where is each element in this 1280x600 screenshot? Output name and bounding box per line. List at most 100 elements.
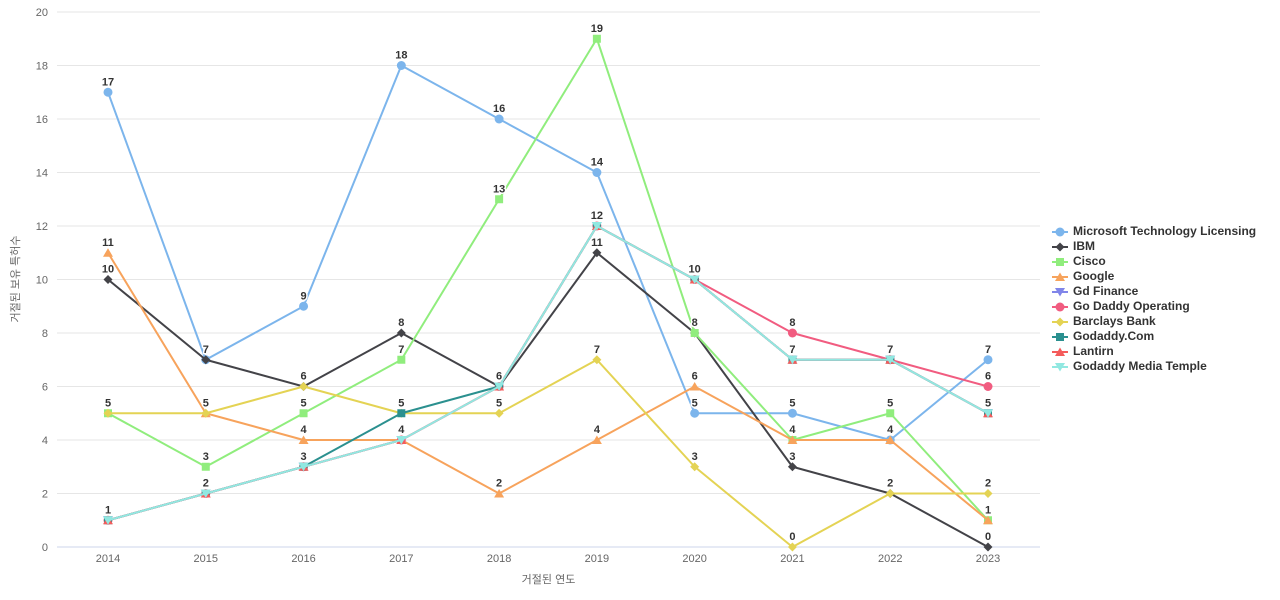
- legend-item-microsoft-technology-licensing[interactable]: Microsoft Technology Licensing: [1052, 224, 1256, 239]
- data-point-marker[interactable]: [689, 382, 700, 391]
- circle-legend-marker-icon: [1052, 227, 1068, 236]
- legend-item-label: Lantirn: [1073, 344, 1114, 358]
- legend-item-barclays-bank[interactable]: Barclays Bank: [1052, 314, 1256, 329]
- triangle-down-legend-marker-icon: [1052, 287, 1068, 296]
- data-label: 5: [398, 397, 404, 409]
- data-point-marker[interactable]: [103, 408, 113, 418]
- data-point-marker[interactable]: [787, 328, 797, 338]
- data-point-marker[interactable]: [494, 114, 504, 124]
- data-point-marker[interactable]: [201, 408, 211, 418]
- data-point-marker[interactable]: [983, 355, 993, 365]
- data-label: 16: [493, 103, 505, 115]
- triangle-down-legend-marker-icon: [1052, 362, 1068, 371]
- data-point-marker[interactable]: [592, 168, 602, 177]
- data-point-marker[interactable]: [689, 275, 700, 285]
- data-point-marker[interactable]: [396, 436, 407, 445]
- legend-item-godaddy-com[interactable]: Godaddy.Com: [1052, 329, 1256, 344]
- data-point-marker[interactable]: [983, 542, 993, 552]
- series-line-google: [107, 251, 989, 522]
- data-point-marker[interactable]: [396, 61, 406, 70]
- data-point-marker[interactable]: [494, 489, 505, 498]
- x-tick-label: 2014: [96, 553, 120, 565]
- data-point-marker[interactable]: [494, 382, 505, 392]
- data-point-marker[interactable]: [885, 489, 895, 498]
- legend-item-label: Barclays Bank: [1073, 314, 1156, 328]
- legend-item-go-daddy-operating[interactable]: Go Daddy Operating: [1052, 299, 1256, 314]
- data-label: 7: [594, 344, 600, 356]
- data-point-marker[interactable]: [983, 382, 993, 391]
- data-point-marker[interactable]: [397, 409, 406, 418]
- data-point-marker[interactable]: [787, 408, 797, 418]
- data-point-marker[interactable]: [885, 355, 896, 365]
- data-point-marker[interactable]: [690, 462, 700, 472]
- circle-legend-marker-icon: [1052, 302, 1068, 311]
- y-tick-label: 16: [36, 114, 48, 126]
- legend-item-ibm[interactable]: IBM: [1052, 239, 1256, 254]
- data-point-marker[interactable]: [983, 489, 993, 498]
- y-tick-label: 0: [42, 542, 48, 554]
- square-legend-marker-icon: [1052, 257, 1068, 266]
- data-label: 5: [105, 397, 111, 409]
- data-point-marker[interactable]: [201, 355, 211, 365]
- data-point-marker[interactable]: [885, 435, 896, 445]
- data-label: 7: [789, 344, 795, 356]
- data-point-marker[interactable]: [103, 275, 113, 284]
- legend-item-gd-finance[interactable]: Gd Finance: [1052, 284, 1256, 299]
- x-tick-label: 2022: [878, 553, 902, 565]
- data-point-marker[interactable]: [299, 301, 309, 311]
- data-point-marker[interactable]: [690, 408, 700, 418]
- data-point-marker[interactable]: [201, 462, 210, 471]
- series-line-microsoft-technology-licensing: [107, 64, 989, 441]
- legend-item-godaddy-media-temple[interactable]: Godaddy Media Temple: [1052, 359, 1256, 374]
- data-point-marker[interactable]: [787, 355, 798, 365]
- data-point-marker[interactable]: [787, 542, 797, 552]
- data-label: 12: [591, 210, 603, 222]
- data-point-marker[interactable]: [592, 355, 602, 365]
- data-point-marker[interactable]: [298, 435, 309, 445]
- data-point-marker[interactable]: [591, 222, 602, 231]
- data-label: 7: [985, 344, 991, 356]
- data-label: 5: [789, 397, 795, 409]
- data-label: 3: [692, 451, 698, 463]
- data-point-marker[interactable]: [397, 355, 406, 364]
- y-tick-label: 18: [36, 61, 48, 73]
- series-line-gd-finance: [107, 225, 989, 522]
- series-ibm: [103, 248, 993, 552]
- data-point-marker[interactable]: [495, 195, 504, 204]
- data-point-marker[interactable]: [298, 462, 309, 472]
- data-point-marker[interactable]: [103, 248, 113, 257]
- data-point-marker[interactable]: [396, 328, 406, 338]
- x-tick-label: 2018: [487, 553, 511, 565]
- data-point-marker[interactable]: [103, 516, 113, 525]
- data-point-marker[interactable]: [299, 382, 309, 391]
- data-point-marker[interactable]: [592, 34, 601, 43]
- data-point-marker[interactable]: [592, 248, 602, 258]
- data-point-marker[interactable]: [983, 515, 993, 525]
- data-point-marker[interactable]: [787, 435, 798, 445]
- data-point-marker[interactable]: [787, 462, 797, 472]
- data-label: 7: [398, 344, 404, 356]
- data-point-marker[interactable]: [494, 408, 504, 418]
- data-label: 7: [887, 344, 893, 356]
- series-godaddy-media-temple: [103, 222, 993, 525]
- series-line-cisco: [107, 37, 989, 522]
- y-tick-label: 4: [42, 435, 48, 447]
- legend-item-google[interactable]: Google: [1052, 269, 1256, 284]
- data-point-marker[interactable]: [103, 87, 113, 97]
- legend-item-cisco[interactable]: Cisco: [1052, 254, 1256, 269]
- data-point-marker[interactable]: [983, 409, 993, 418]
- series-go-daddy-operating: [103, 221, 993, 525]
- data-point-marker[interactable]: [591, 435, 602, 445]
- data-point-marker[interactable]: [200, 489, 211, 499]
- data-label: 8: [398, 317, 404, 329]
- data-label: 5: [887, 397, 893, 409]
- series-line-ibm: [107, 251, 989, 548]
- legend-item-lantirn[interactable]: Lantirn: [1052, 344, 1256, 359]
- data-label: 10: [102, 264, 114, 276]
- data-point-marker[interactable]: [690, 329, 699, 337]
- data-point-marker[interactable]: [886, 409, 895, 418]
- data-label: 4: [398, 424, 405, 436]
- series-godaddy-com: [104, 222, 992, 525]
- data-point-marker[interactable]: [299, 409, 308, 418]
- data-label: 18: [395, 50, 407, 62]
